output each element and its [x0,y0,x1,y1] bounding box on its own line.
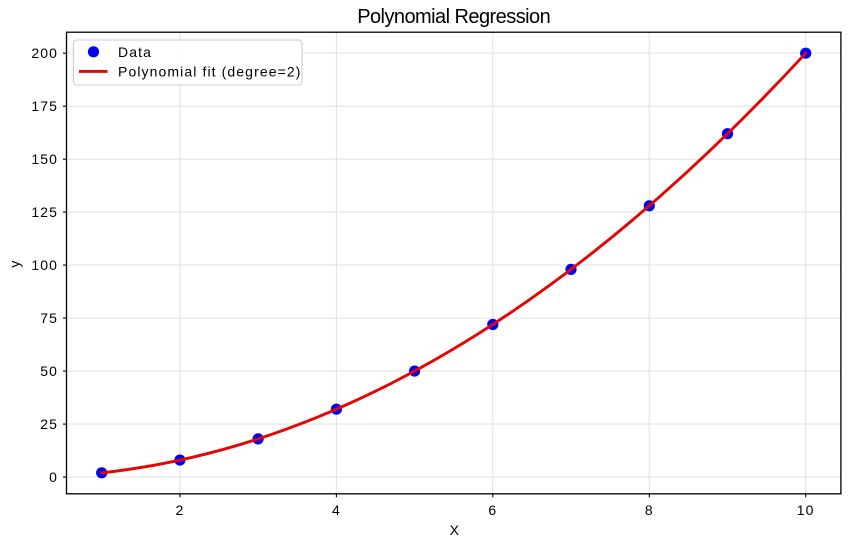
svg-text:200: 200 [31,45,58,61]
svg-text:0: 0 [49,469,58,485]
svg-text:y: y [7,259,23,267]
svg-text:100: 100 [31,257,58,273]
svg-text:X: X [450,522,460,538]
svg-text:10: 10 [797,502,815,518]
svg-text:50: 50 [40,363,58,379]
svg-text:Polynomial Regression: Polynomial Regression [357,6,550,28]
svg-text:Polynomial fit (degree=2): Polynomial fit (degree=2) [118,63,302,79]
svg-text:25: 25 [40,416,58,432]
svg-text:75: 75 [40,310,58,326]
svg-text:125: 125 [31,204,58,220]
svg-text:150: 150 [31,151,58,167]
svg-text:8: 8 [645,502,654,518]
svg-text:Data: Data [118,44,152,60]
svg-text:6: 6 [488,502,497,518]
svg-text:175: 175 [31,98,58,114]
svg-text:2: 2 [175,502,184,518]
svg-text:4: 4 [332,502,341,518]
